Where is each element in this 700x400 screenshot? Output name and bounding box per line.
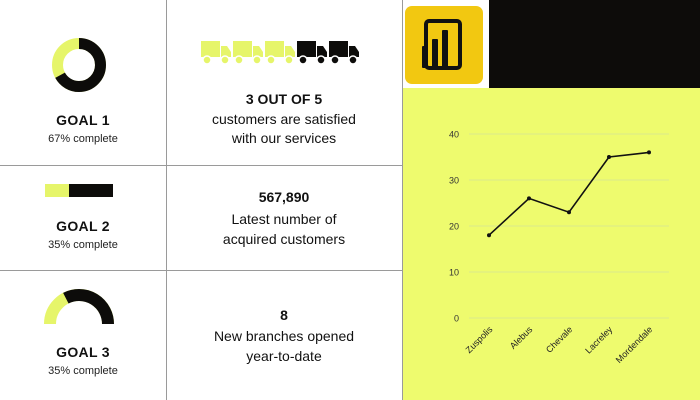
row-divider-2 — [0, 270, 402, 271]
y-tick-label: 40 — [449, 130, 459, 140]
goal-2-progress-fill — [45, 184, 69, 197]
goal-3-gauge-progress — [63, 289, 114, 325]
truck-icon — [297, 41, 327, 65]
goal-3-title: GOAL 3 — [56, 344, 110, 360]
goal-1-donut-progress — [52, 38, 106, 92]
data-point — [487, 233, 491, 238]
stat-2-line-1: Latest number of — [231, 211, 337, 227]
data-point — [607, 155, 611, 159]
goal-3-gauge-chart — [44, 289, 114, 325]
line-chart-panel: 0 10 20 30 40 Zuspolis Alebus Chevale Lacreley Mo… — [402, 88, 700, 400]
truck-icon — [329, 41, 359, 65]
line-chart: 0 10 20 30 40 Zuspolis Alebus Chevale Lacreley Mo… — [449, 130, 669, 365]
truck-icon — [233, 41, 263, 65]
y-tick-label: 0 — [454, 314, 459, 324]
header-dark-block — [489, 0, 700, 88]
goal-3-subtitle: 35% complete — [48, 365, 118, 377]
column-divider-1 — [166, 0, 167, 400]
stat-2-headline: 567,890 — [258, 189, 310, 205]
stat-3-headline: 8 — [280, 307, 288, 323]
x-tick-label: Chevale — [544, 324, 574, 354]
goal-1-donut-chart — [52, 38, 106, 92]
y-tick-label: 20 — [449, 222, 459, 232]
row-divider-1 — [0, 165, 402, 166]
goal-2-progress-bar — [45, 184, 113, 197]
stat-3-line-2: year-to-date — [246, 348, 322, 364]
goal-1-title: GOAL 1 — [56, 112, 110, 128]
x-tick-label: Zuspolis — [464, 324, 495, 355]
y-tick-label: 10 — [449, 268, 459, 278]
x-tick-label: Lacreley — [583, 324, 614, 355]
x-tick-label: Alebus — [508, 324, 535, 351]
goal-2-subtitle: 35% complete — [48, 239, 118, 251]
data-point — [527, 196, 531, 201]
stat-2-line-2: acquired customers — [222, 231, 346, 247]
goal-1-subtitle: 67% complete — [48, 133, 118, 145]
goal-2-title: GOAL 2 — [56, 218, 110, 234]
series-line — [488, 151, 650, 236]
stat-3-line-1: New branches opened — [213, 328, 355, 344]
truck-icon — [265, 41, 295, 65]
truck-icon — [201, 41, 231, 65]
x-tick-label: Mordendale — [614, 324, 655, 365]
power-bi-logo — [405, 6, 483, 84]
stat-1-line-1: customers are satisfied — [212, 111, 356, 127]
y-tick-label: 30 — [449, 176, 459, 186]
bar-chart-icon — [422, 19, 462, 70]
stat-1-line-2: with our services — [231, 130, 337, 146]
data-point — [567, 210, 571, 215]
data-point — [647, 150, 651, 155]
stat-1-headline: 3 OUT OF 5 — [245, 91, 323, 107]
